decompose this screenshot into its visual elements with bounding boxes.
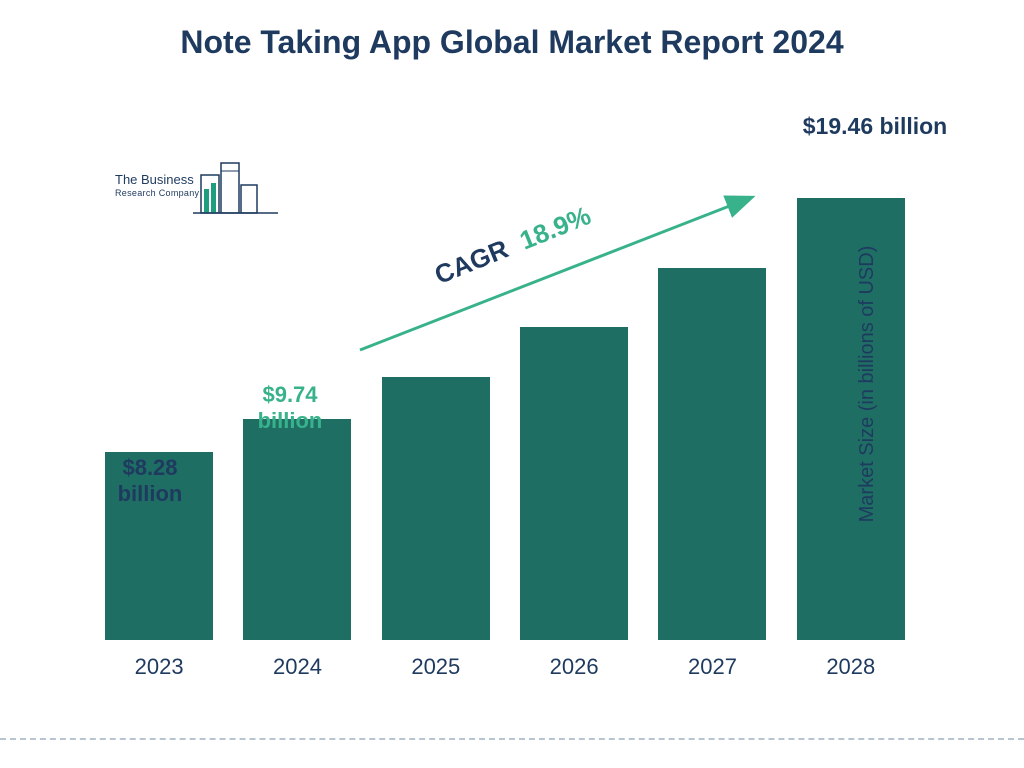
- data-label-2023: $8.28 billion: [95, 455, 205, 508]
- bar-wrap: [791, 198, 911, 640]
- x-label-2025: 2025: [376, 654, 496, 680]
- bar-wrap: [376, 377, 496, 640]
- x-label-2027: 2027: [652, 654, 772, 680]
- bar-wrap: [514, 327, 634, 640]
- bar-2026: [520, 327, 628, 640]
- data-label-2028: $19.46 billion: [790, 113, 960, 141]
- bar-2028: [797, 198, 905, 640]
- bar-2025: [382, 377, 490, 640]
- x-label-2024: 2024: [237, 654, 357, 680]
- bar-2024: [243, 419, 351, 640]
- chart-title: Note Taking App Global Market Report 202…: [0, 24, 1024, 61]
- x-label-2028: 2028: [791, 654, 911, 680]
- y-axis-label: Market Size (in billions of USD): [856, 246, 879, 523]
- data-label-2024: $9.74 billion: [235, 382, 345, 435]
- x-label-2026: 2026: [514, 654, 634, 680]
- bottom-divider: [0, 738, 1024, 740]
- bar-wrap: [237, 419, 357, 640]
- x-axis-labels: 2023 2024 2025 2026 2027 2028: [90, 654, 920, 680]
- x-label-2023: 2023: [99, 654, 219, 680]
